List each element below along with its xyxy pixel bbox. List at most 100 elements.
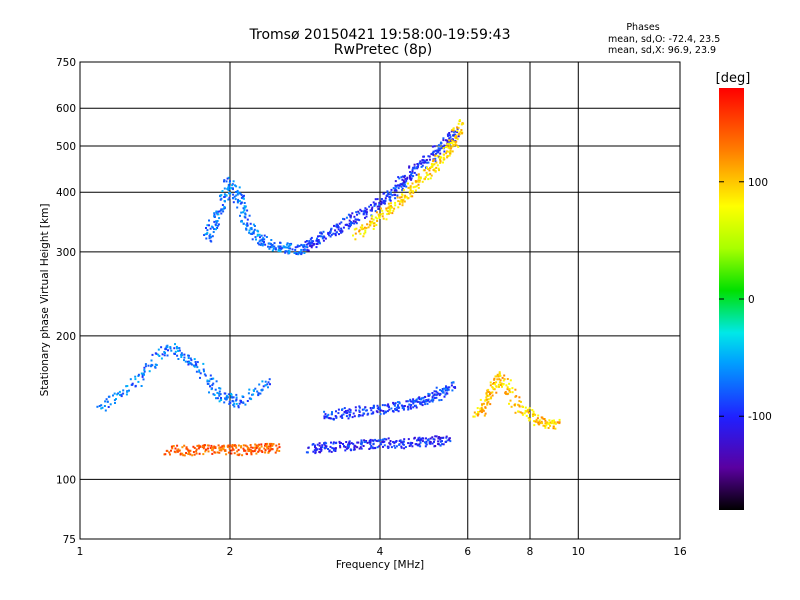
data-point [180, 353, 183, 356]
data-point [213, 445, 216, 448]
data-point [314, 446, 316, 449]
data-point [432, 150, 435, 153]
data-point [116, 393, 119, 396]
data-point [442, 156, 445, 159]
data-point [484, 399, 487, 402]
data-point [264, 443, 267, 445]
data-point [236, 191, 239, 194]
data-point [427, 161, 430, 164]
data-point [448, 386, 451, 389]
data-point [358, 405, 361, 408]
data-point [397, 410, 400, 413]
data-point [331, 411, 333, 414]
data-point [361, 414, 364, 417]
data-point [335, 225, 338, 228]
data-point [208, 219, 210, 222]
data-point [393, 193, 396, 196]
data-point [440, 156, 443, 159]
data-point [137, 375, 140, 377]
data-point [323, 446, 326, 449]
data-point [307, 242, 310, 245]
data-point [389, 440, 392, 442]
data-point [254, 236, 257, 239]
data-point [265, 236, 268, 238]
data-point [271, 249, 274, 252]
data-point [369, 447, 372, 450]
data-point [332, 442, 335, 445]
data-point [417, 437, 420, 440]
data-point [191, 454, 194, 457]
data-point [487, 388, 490, 391]
data-point [268, 443, 271, 445]
data-point [402, 189, 405, 191]
data-point [457, 145, 460, 148]
data-point [130, 383, 133, 386]
data-point [220, 448, 223, 451]
data-point [392, 410, 395, 413]
data-point [262, 385, 265, 388]
data-point [403, 447, 406, 450]
data-point [242, 207, 245, 210]
data-point [378, 445, 381, 448]
data-point [347, 227, 350, 230]
data-point [514, 395, 517, 398]
data-point [287, 245, 290, 248]
data-point [504, 391, 507, 393]
data-point [233, 405, 236, 408]
data-point [258, 447, 261, 450]
data-point [349, 411, 352, 414]
data-point [218, 217, 221, 220]
data-point [216, 397, 219, 400]
data-point [416, 400, 419, 403]
data-point [408, 165, 411, 168]
data-point [261, 240, 264, 243]
data-point [320, 235, 322, 238]
data-point [489, 384, 492, 387]
data-point [276, 447, 279, 450]
data-point [427, 178, 430, 181]
data-point [244, 444, 247, 447]
data-point [235, 446, 238, 449]
data-point [249, 450, 252, 452]
data-point [271, 448, 273, 451]
data-point [107, 406, 110, 408]
data-point [433, 158, 436, 161]
data-point [328, 234, 331, 237]
data-point [268, 242, 271, 245]
data-point [260, 234, 263, 237]
data-point [369, 439, 372, 442]
data-point [234, 198, 237, 201]
data-point [350, 442, 353, 445]
data-point [217, 210, 220, 213]
data-point [320, 448, 323, 451]
data-point [126, 390, 129, 393]
data-point [163, 354, 166, 357]
data-point [438, 169, 440, 172]
data-point [235, 396, 238, 399]
data-point [237, 405, 240, 407]
data-point [436, 154, 439, 157]
data-point [413, 400, 416, 403]
data-point [184, 360, 187, 363]
data-point [401, 175, 404, 178]
data-point [361, 224, 364, 227]
data-point [271, 444, 274, 447]
data-point [428, 169, 431, 172]
data-point [254, 443, 257, 446]
data-point [424, 445, 427, 448]
data-point [210, 388, 213, 391]
data-point [318, 448, 321, 451]
data-point [269, 447, 272, 450]
data-point [263, 234, 266, 237]
data-point [254, 448, 257, 451]
data-point [318, 442, 321, 445]
data-point [550, 421, 553, 424]
data-point [257, 392, 260, 395]
data-point [310, 236, 313, 239]
data-point [501, 376, 504, 379]
data-point [228, 192, 231, 195]
data-point [430, 174, 433, 177]
data-point [267, 386, 269, 389]
data-point [456, 131, 459, 133]
data-point [446, 387, 449, 390]
